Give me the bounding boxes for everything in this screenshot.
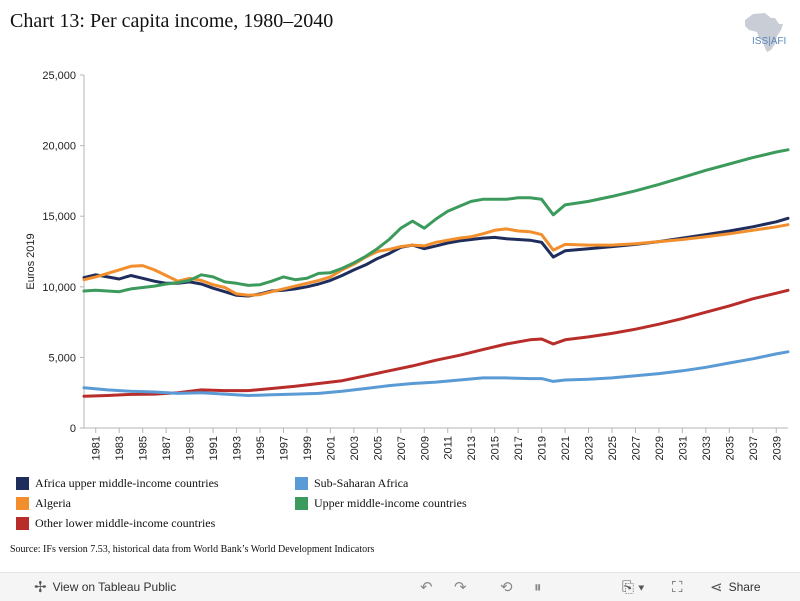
x-tick-label: 2033 (701, 436, 713, 460)
x-tick-label: 2037 (748, 436, 760, 460)
iss-africa-logo (735, 12, 790, 56)
legend-label: Algeria (35, 496, 71, 510)
legend-swatch (16, 497, 29, 510)
y-axis-label: Euros 2019 (25, 233, 37, 289)
x-tick-label: 1999 (302, 436, 314, 460)
legend-label: Upper middle-income countries (314, 496, 467, 510)
legend-item-algeria[interactable]: Algeria (16, 496, 71, 511)
legend-item-ssa[interactable]: Sub-Saharan Africa (295, 476, 408, 491)
x-tick-label: 1987 (161, 436, 173, 460)
series-line-ssa[interactable] (82, 350, 790, 397)
x-tick-label: 2029 (654, 436, 666, 460)
x-tick-label: 2019 (537, 436, 549, 460)
tableau-toolbar: ✢ View on Tableau Public ↶ ↷ ⟲ ⏸ ⎘ ▾ ⛶ ⋖… (0, 572, 800, 601)
tableau-icon: ✢ (34, 579, 47, 596)
revert-icon: ⟲ (500, 579, 513, 596)
x-tick-label: 2001 (325, 436, 337, 460)
legend-label: Africa upper middle-income countries (35, 476, 219, 490)
x-tick-label: 1997 (278, 436, 290, 460)
series-line-algeria[interactable] (82, 223, 790, 297)
legend-swatch (295, 477, 308, 490)
y-tick-label: 25,000 (42, 70, 76, 82)
view-label: View on Tableau Public (52, 580, 177, 594)
chart-legend: Africa upper middle-income countries Alg… (0, 470, 800, 530)
download-icon: ⎘ ▾ (622, 578, 645, 596)
download-button[interactable]: ⎘ ▾ (622, 573, 644, 601)
share-label: Share (728, 580, 761, 594)
series-line-umic[interactable] (82, 148, 790, 294)
y-tick-label: 5,000 (48, 352, 76, 364)
y-tick-label: 20,000 (42, 141, 76, 153)
series-line-africa-umic[interactable] (82, 216, 790, 298)
x-tick-label: 2007 (396, 436, 408, 460)
x-tick-label: 2031 (677, 436, 689, 460)
x-tick-label: 2015 (490, 436, 502, 460)
share-button[interactable]: ⋖ Share (710, 573, 761, 601)
x-tick-label: 2005 (372, 436, 384, 460)
x-tick-label: 2025 (607, 436, 619, 460)
logo-label: ISS|AFI (752, 36, 787, 47)
redo-icon: ↷ (454, 579, 467, 596)
line-chart: 0 5,000 10,000 15,000 20,000 25,000 1981 1983 19… (25, 70, 790, 460)
x-tick-label: 1993 (232, 436, 244, 460)
legend-item-other-lmic[interactable]: Other lower middle-income countries (16, 516, 215, 531)
x-tick-label: 1981 (91, 436, 103, 460)
x-tick-label: 2027 (630, 436, 642, 460)
legend-swatch (16, 477, 29, 490)
x-tick-label: 1995 (255, 436, 267, 460)
source-note: Source: IFs version 7.53, historical dat… (10, 544, 375, 555)
x-tick-label: 2013 (466, 436, 478, 460)
x-tick-label: 2017 (513, 436, 525, 460)
x-tick-label: 2003 (349, 436, 361, 460)
fullscreen-button[interactable]: ⛶ (672, 573, 683, 601)
legend-item-umic[interactable]: Upper middle-income countries (295, 496, 467, 511)
legend-label: Sub-Saharan Africa (314, 476, 409, 490)
x-tick-label: 1983 (114, 436, 126, 460)
x-tick-label: 2009 (419, 436, 431, 460)
x-tick-label: 1989 (185, 436, 197, 460)
series-line-other-lmic[interactable] (82, 288, 790, 398)
legend-swatch (16, 517, 29, 530)
legend-swatch (295, 497, 308, 510)
x-tick-label: 2039 (771, 436, 783, 460)
x-tick-label: 2011 (443, 436, 455, 460)
fullscreen-icon: ⛶ (672, 578, 683, 596)
revert-button[interactable]: ⟲ (500, 573, 513, 601)
legend-label: Other lower middle-income countries (35, 516, 216, 530)
undo-icon: ↶ (420, 579, 433, 596)
redo-button[interactable]: ↷ (454, 573, 467, 601)
x-tick-label: 1985 (138, 436, 150, 460)
y-tick-label: 10,000 (42, 282, 76, 294)
legend-item-africa-umic[interactable]: Africa upper middle-income countries (16, 476, 219, 491)
undo-button[interactable]: ↶ (420, 573, 433, 601)
y-tick-label: 0 (70, 423, 76, 435)
view-on-tableau-link[interactable]: ✢ View on Tableau Public (34, 573, 176, 601)
y-tick-label: 15,000 (42, 211, 76, 223)
share-icon: ⋖ (710, 579, 723, 596)
pause-button[interactable]: ⏸ (534, 573, 542, 601)
x-tick-label: 2035 (724, 436, 736, 460)
pause-icon: ⏸ (534, 578, 542, 596)
x-tick-label: 1991 (208, 436, 220, 460)
chart-title: Chart 13: Per capita income, 1980–2040 (10, 10, 334, 32)
x-tick-label: 2021 (560, 436, 572, 460)
x-tick-label: 2023 (584, 436, 596, 460)
